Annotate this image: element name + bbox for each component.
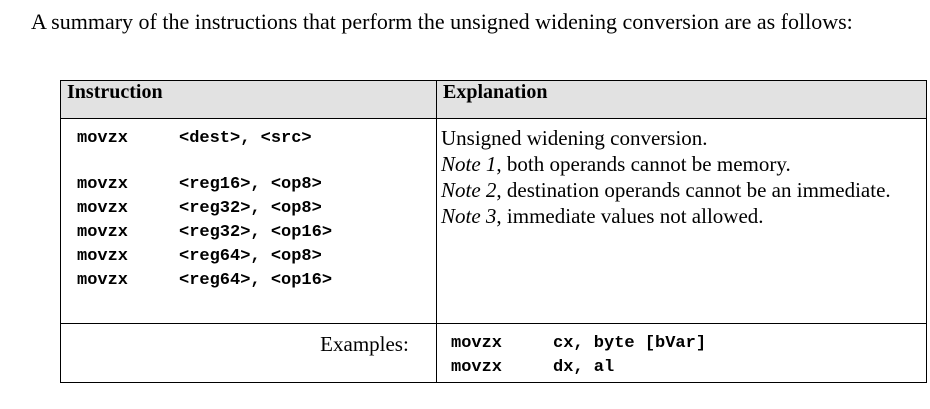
explanation-cell: Unsigned widening conversion. Note 1, bo… — [436, 118, 927, 324]
instruction-operands: <reg32>, <op8> — [179, 199, 322, 218]
instruction-cell: movzx <dest>, <src> movzx <reg16>, <op8>… — [60, 118, 437, 324]
instruction-mnemonic: movzx — [77, 271, 129, 290]
examples-row: Examples: movzx cx, byte [bVar] movzx dx… — [60, 323, 927, 383]
header-explanation: Explanation — [436, 80, 927, 119]
note-2: Note 2, destination operands cannot be a… — [441, 177, 926, 203]
instruction-line: movzx <reg32>, <op8> — [77, 197, 436, 221]
instruction-mnemonic: movzx — [77, 247, 129, 266]
explanation-summary: Unsigned widening conversion. — [441, 126, 708, 150]
instruction-summary-table: Instruction Explanation movzx <dest>, <s… — [60, 80, 927, 383]
header-instruction: Instruction — [60, 80, 437, 119]
intro-paragraph: A summary of the instructions that perfo… — [31, 9, 853, 34]
example-line: movzx dx, al — [451, 356, 926, 380]
example-line: movzx cx, byte [bVar] — [451, 332, 926, 356]
instruction-operands: <reg64>, <op16> — [179, 271, 333, 290]
instruction-operands: <reg16>, <op8> — [179, 175, 322, 194]
example-operands: cx, byte [bVar] — [553, 334, 707, 353]
instruction-line: movzx <reg16>, <op8> — [77, 173, 436, 197]
example-operands: dx, al — [553, 358, 615, 377]
examples-cell: movzx cx, byte [bVar] movzx dx, al — [436, 323, 927, 383]
instruction-mnemonic: movzx — [77, 223, 129, 242]
note-1: Note 1, both operands cannot be memory. — [441, 151, 926, 177]
note-2-text: , destination operands cannot be an imme… — [496, 178, 891, 202]
table-header-row: Instruction Explanation — [60, 80, 927, 119]
example-mnemonic: movzx — [451, 334, 503, 353]
instruction-line: movzx <reg32>, <op16> — [77, 221, 436, 245]
table-row: movzx <dest>, <src> movzx <reg16>, <op8>… — [60, 118, 927, 324]
note-1-text: , both operands cannot be memory. — [496, 152, 791, 176]
instruction-operands: <reg32>, <op16> — [179, 223, 333, 242]
examples-label: Examples: — [320, 332, 409, 356]
instruction-mnemonic: movzx — [77, 129, 129, 148]
note-2-label: Note 2 — [441, 178, 497, 202]
instruction-line: movzx <reg64>, <op8> — [77, 245, 436, 269]
instruction-mnemonic: movzx — [77, 199, 129, 218]
note-1-label: Note 1 — [441, 152, 497, 176]
note-3: Note 3, immediate values not allowed. — [441, 203, 926, 229]
instruction-line: movzx <reg64>, <op16> — [77, 269, 436, 293]
instruction-operands: <dest>, <src> — [179, 129, 312, 148]
note-3-text: , immediate values not allowed. — [496, 204, 764, 228]
instruction-operands: <reg64>, <op8> — [179, 247, 322, 266]
example-mnemonic: movzx — [451, 358, 503, 377]
examples-label-cell: Examples: — [60, 323, 437, 383]
instruction-mnemonic: movzx — [77, 175, 129, 194]
note-3-label: Note 3 — [441, 204, 497, 228]
instruction-line: movzx <dest>, <src> — [77, 127, 436, 151]
